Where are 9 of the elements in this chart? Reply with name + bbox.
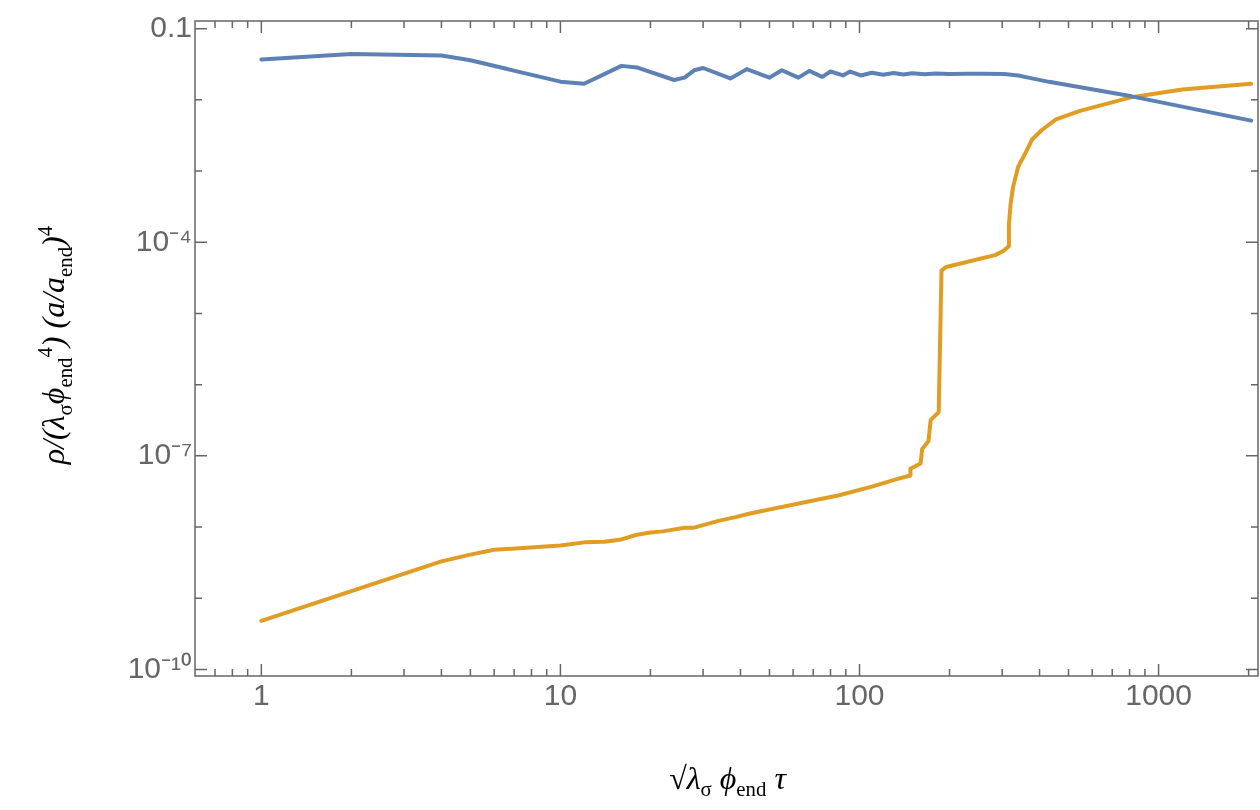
x-axis-title: √λ$_{σ}$ ϕ$_{end}$ τ bbox=[668, 760, 788, 802]
x-tick-label: 10 bbox=[543, 678, 578, 712]
x-tick-label: 100 bbox=[834, 678, 885, 712]
y-tick-label: 0.1 bbox=[150, 9, 192, 43]
y-tick-label: 10⁻⁴ bbox=[135, 223, 192, 257]
y-tick-label: 10⁻¹⁰ bbox=[127, 650, 192, 684]
y-tick-label: 10⁻⁷ bbox=[137, 437, 192, 471]
x-tick-label: 1 bbox=[253, 678, 270, 712]
x-tick-label: 1000 bbox=[1125, 678, 1192, 712]
